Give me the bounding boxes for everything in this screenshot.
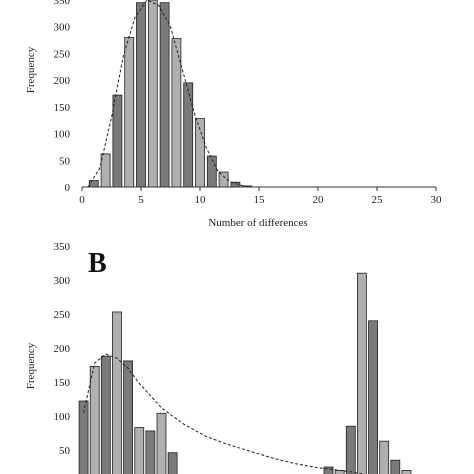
panel-b-bar	[323, 466, 334, 474]
panel-b-bar	[112, 311, 122, 474]
panel-a-bar	[159, 2, 170, 188]
panel-b-y-tick-label: 250	[54, 309, 71, 321]
panel-a-fit-curve	[87, 0, 254, 188]
panel-b-bar	[334, 469, 345, 474]
panel-b-bar	[123, 360, 133, 474]
panel-a-bar	[206, 155, 217, 188]
panel-a-x-tick-label: 0	[79, 194, 85, 206]
panel-b-curve-line	[83, 353, 366, 474]
panel-a-x-tick-label: 25	[372, 194, 384, 206]
panel-a-histogram: 0 5 10 15 20 25 30 0 50 100 150 200 250 300 350 Numbe…	[25, 0, 442, 229]
panel-b-bar	[145, 430, 156, 474]
panel-b-y-tick-label: 200	[54, 343, 71, 355]
panel-b-y-tick-label: 350	[54, 241, 71, 253]
panel-a-y-axis-label: Frequency	[25, 46, 37, 93]
panel-b-bar	[368, 320, 378, 474]
panel-a-bar	[183, 82, 194, 188]
panel-a-bar	[112, 94, 123, 188]
panel-a-x-tick-label: 10	[195, 194, 207, 206]
panel-a-bar	[88, 180, 99, 188]
panel-b-bar	[345, 425, 356, 474]
panel-a-bar	[124, 37, 135, 188]
panel-b-y-axis-label: Frequency	[25, 342, 37, 389]
panel-b-bar	[78, 400, 89, 474]
panel-a-y-tick-label: 150	[54, 102, 71, 114]
panel-b-bar	[89, 365, 100, 474]
panel-a-x-tick-label: 20	[313, 194, 325, 206]
panel-a-y-tick-label: 300	[54, 22, 71, 34]
panel-b-bar	[390, 459, 401, 474]
panel-b-bar	[167, 452, 178, 474]
panel-a-y-tick-label: 200	[54, 75, 71, 87]
panel-a-y-tick-label: 50	[59, 155, 71, 167]
panel-b-bar	[134, 427, 145, 474]
panel-a-curve-line	[87, 0, 254, 188]
panel-a-x-tick-label: 30	[431, 194, 443, 206]
panel-b-bar	[356, 272, 367, 474]
panel-a-y-tick-label: 350	[54, 0, 71, 7]
panel-b-y-tick-label: 150	[54, 377, 71, 389]
panel-a-y-tick-label: 0	[65, 182, 71, 194]
panel-b-bar	[156, 412, 167, 474]
panel-a-x-tick-label: 5	[138, 194, 144, 206]
panel-b-y-tick-label: 50	[59, 445, 71, 457]
panel-b-histogram: B 50 100 150 200 250 300 350 Frequency	[25, 241, 412, 474]
panel-a-y-ticks: 0 50 100 150 200 250 300 350	[54, 0, 71, 194]
panel-b-y-tick-label: 100	[54, 411, 71, 423]
panel-a-y-tick-label: 250	[54, 48, 71, 60]
panel-b-fit-curve	[83, 353, 366, 474]
panel-a-x-ticks: 0 5 10 15 20 25 30	[79, 187, 442, 206]
panel-b-bar	[379, 440, 390, 474]
panel-a-y-tick-label: 100	[54, 129, 71, 141]
panel-b-bar	[401, 469, 412, 474]
panel-a-bar	[136, 2, 146, 188]
panel-a-bar	[147, 0, 158, 188]
panel-b-bars	[78, 272, 412, 474]
panel-b-y-tick-label: 300	[54, 275, 71, 287]
panel-b-y-ticks: 50 100 150 200 250 300 350	[54, 241, 71, 457]
panel-b-bar	[100, 355, 111, 474]
panel-a-x-tick-label: 15	[254, 194, 266, 206]
panel-a-bar	[100, 153, 111, 188]
panel-a-x-axis-label: Number of differences	[208, 217, 307, 229]
panel-b-letter: B	[88, 248, 107, 279]
